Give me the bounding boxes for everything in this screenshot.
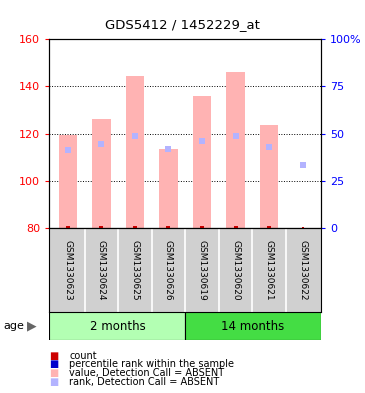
Text: GSM1330621: GSM1330621 [265, 240, 274, 301]
Text: percentile rank within the sample: percentile rank within the sample [69, 359, 234, 369]
Bar [185, 312, 321, 340]
Text: ■: ■ [49, 376, 58, 387]
Text: GSM1330620: GSM1330620 [231, 240, 240, 301]
Text: GSM1330623: GSM1330623 [63, 240, 72, 301]
Bar [49, 312, 185, 340]
Bar [193, 96, 211, 228]
Text: 14 months: 14 months [221, 320, 284, 333]
Text: GSM1330625: GSM1330625 [130, 240, 139, 301]
Bar [92, 119, 111, 228]
Text: ■: ■ [49, 351, 58, 361]
Text: value, Detection Call = ABSENT: value, Detection Call = ABSENT [69, 368, 224, 378]
Text: GSM1330626: GSM1330626 [164, 240, 173, 301]
Bar [226, 72, 245, 228]
Text: GDS5412 / 1452229_at: GDS5412 / 1452229_at [105, 18, 260, 31]
Bar [159, 149, 178, 228]
Bar [126, 76, 144, 228]
Text: GSM1330619: GSM1330619 [197, 240, 207, 301]
Text: ▶: ▶ [27, 320, 36, 333]
Text: ■: ■ [49, 368, 58, 378]
Text: 2 months: 2 months [90, 320, 146, 333]
Text: GSM1330622: GSM1330622 [298, 240, 307, 300]
Bar [58, 135, 77, 228]
Text: rank, Detection Call = ABSENT: rank, Detection Call = ABSENT [69, 376, 220, 387]
Text: age: age [4, 321, 24, 331]
Text: ■: ■ [49, 359, 58, 369]
Text: GSM1330624: GSM1330624 [97, 240, 106, 300]
Text: count: count [69, 351, 97, 361]
Bar [260, 125, 278, 228]
